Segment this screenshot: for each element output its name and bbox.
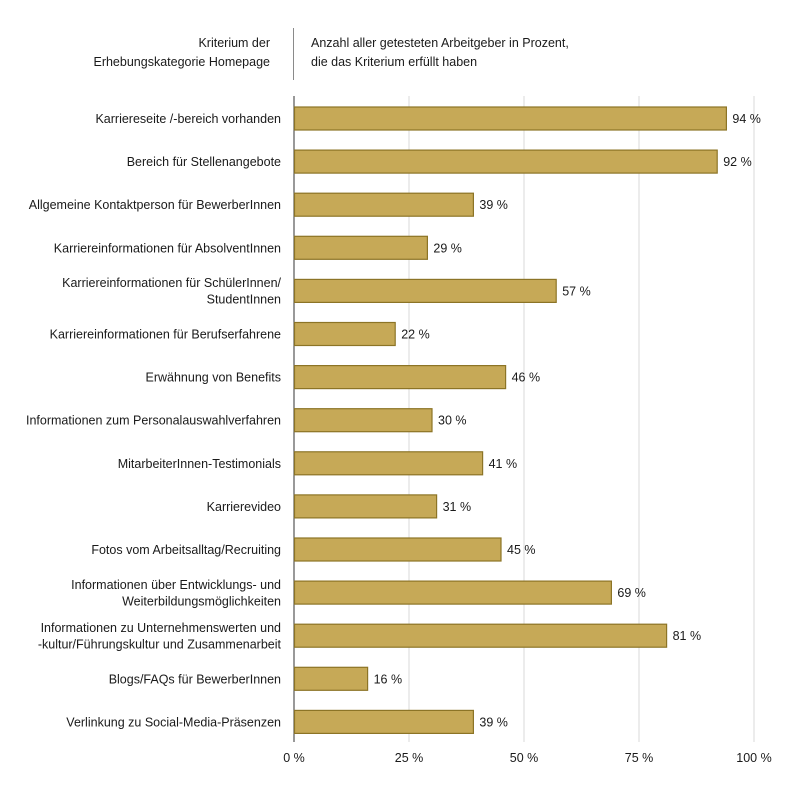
category-header: Kriterium der Erhebungskategorie Homepag… [20, 34, 270, 72]
value-label: 31 % [443, 500, 472, 514]
category-label: Karriereinformationen für AbsolventInnen [54, 241, 281, 255]
category-label: Fotos vom Arbeitsalltag/Recruiting [91, 543, 281, 557]
value-label: 45 % [507, 543, 536, 557]
value-label: 41 % [489, 457, 517, 471]
value-label: 30 % [438, 414, 467, 428]
bar [293, 365, 507, 390]
category-label: Informationen zu Unternehmenswerten und -… [38, 621, 282, 652]
category-label: MitarbeiterInnen-Testimonials [118, 457, 281, 471]
bar [293, 149, 718, 174]
bar [293, 537, 502, 562]
bar [293, 666, 369, 691]
category-label: Allgemeine Kontaktperson für BewerberInn… [29, 198, 281, 212]
category-label: Informationen über Entwicklungs- und Weit… [71, 578, 281, 609]
bar [293, 278, 557, 303]
category-label: Karriereinformationen für SchülerInnen/S… [62, 276, 281, 307]
x-tick-label: 25 % [395, 751, 424, 765]
category-label: Karriereseite /-bereich vorhanden [95, 112, 281, 126]
value-label: 46 % [512, 371, 540, 385]
category-header-line-2: Erhebungskategorie Homepage [93, 55, 270, 69]
value-label: 16 % [374, 672, 403, 686]
category-label: Karriereinformationen für Berufserfahren… [50, 328, 281, 342]
bar [293, 494, 438, 519]
value-label: 57 % [562, 284, 591, 298]
bar [293, 451, 484, 476]
value-header: Anzahl aller getesteten Arbeitgeber in P… [311, 34, 781, 72]
value-label: 94 % [732, 112, 761, 126]
category-label: Karrierevideo [207, 500, 281, 514]
category-label: Erwähnung von Benefits [145, 371, 281, 385]
value-header-line-2: die das Kriterium erfüllt haben [311, 55, 478, 69]
x-tick-label: 50 % [510, 751, 539, 765]
value-label: 29 % [433, 241, 462, 255]
x-tick-label: 100 % [736, 751, 771, 765]
bar [293, 408, 433, 433]
bar [293, 235, 428, 260]
bar [293, 192, 474, 217]
bar [293, 623, 668, 648]
x-tick-label: 0 % [283, 751, 305, 765]
value-label: 22 % [401, 328, 430, 342]
category-header-line-1: Kriterium der [198, 36, 270, 50]
bar [293, 106, 727, 131]
bar [293, 580, 612, 605]
bar [293, 709, 474, 735]
bar [293, 321, 396, 347]
category-label: Informationen zum Personalauswahlverfahr… [26, 414, 281, 428]
value-header-line-1: Anzahl aller getesteten Arbeitgeber in P… [311, 36, 569, 50]
category-label: Bereich für Stellenangebote [127, 155, 281, 169]
value-label: 39 % [479, 198, 508, 212]
category-label: Blogs/FAQs für BewerberInnen [109, 672, 281, 686]
value-label: 69 % [617, 586, 646, 600]
x-tick-label: 75 % [625, 751, 654, 765]
value-label: 92 % [723, 155, 752, 169]
category-label: Verlinkung zu Social-Media-Präsenzen [66, 715, 281, 729]
value-label: 39 % [479, 715, 508, 729]
value-label: 81 % [673, 629, 702, 643]
header-divider [293, 28, 294, 80]
